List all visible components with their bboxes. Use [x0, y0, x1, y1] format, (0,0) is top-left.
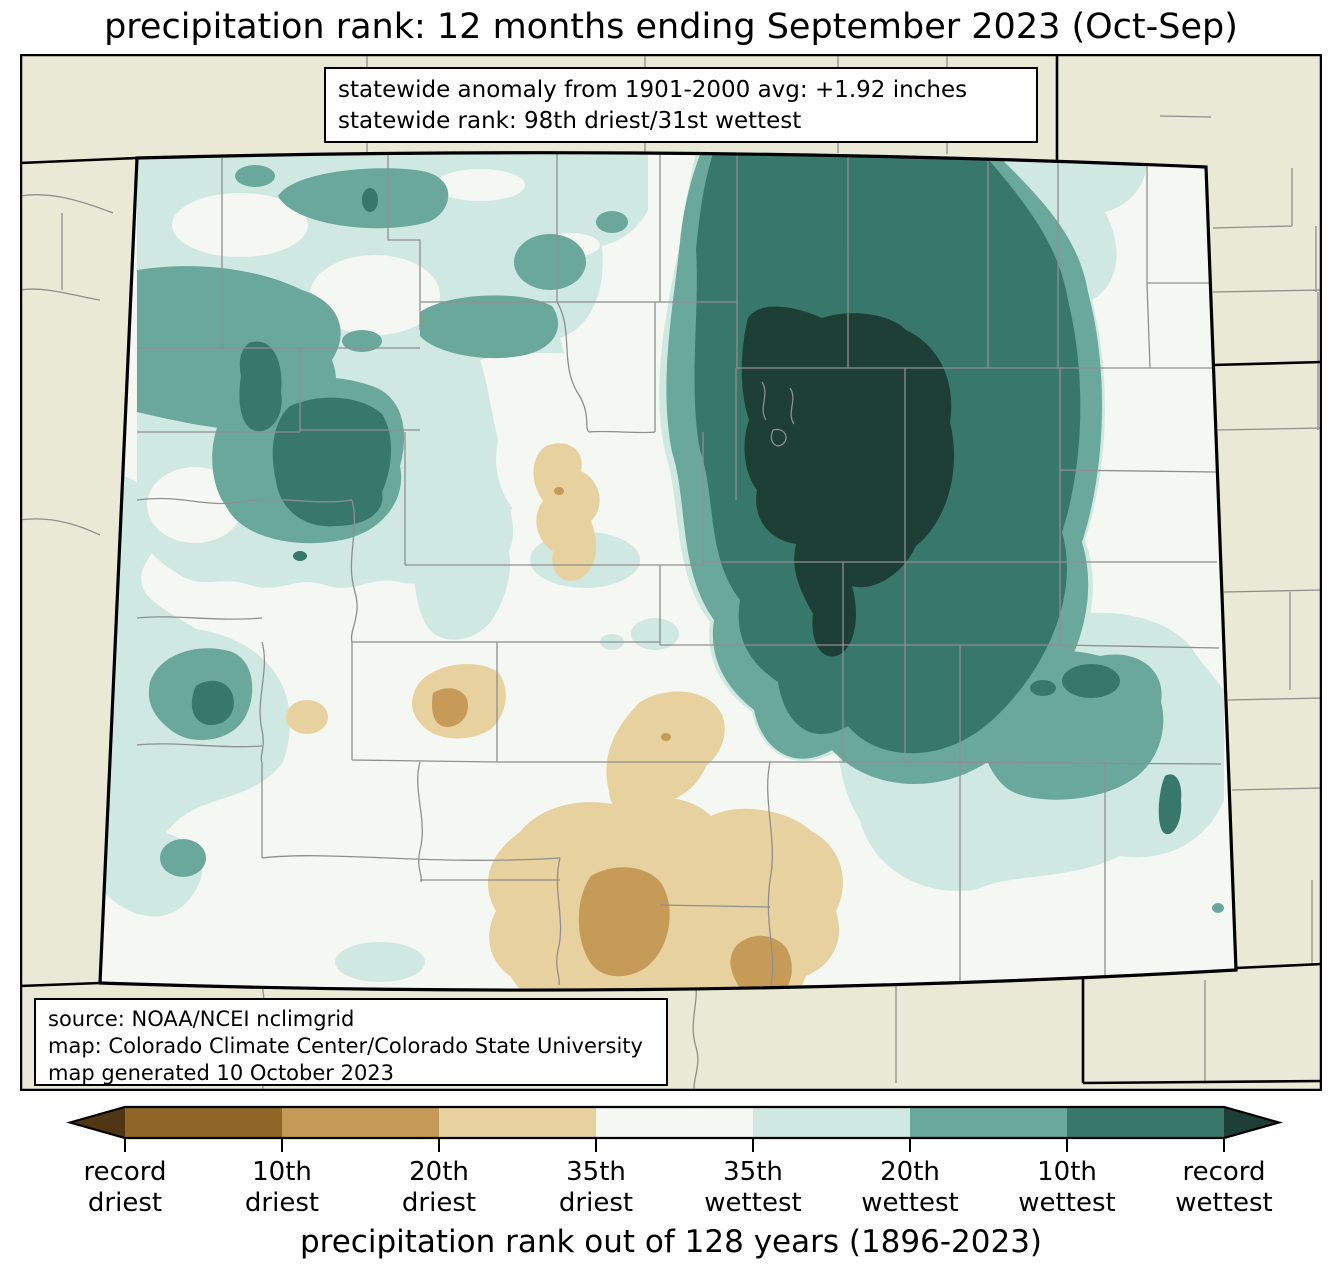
- colorbar-tick-label: 20th driest: [359, 1157, 519, 1219]
- dark-teal-east-border: [1158, 774, 1182, 835]
- teal-blob: [514, 234, 586, 290]
- brown-core-south-1: [578, 867, 670, 977]
- teal-speck: [1212, 903, 1224, 913]
- driest-20-regions: [431, 487, 792, 990]
- brown-core-south-2: [730, 935, 792, 990]
- dark-teal-core-southwest: [191, 680, 234, 726]
- tan-patch: [286, 700, 328, 734]
- credit-source: source: NOAA/NCEI nclimgrid: [48, 1007, 355, 1031]
- tick-label-line: driest: [87, 1188, 163, 1218]
- county-lines: [136, 152, 1222, 986]
- dark-teal-west-central: [272, 397, 392, 527]
- teal-blob-mid: [420, 295, 559, 359]
- brown-speck: [554, 487, 564, 495]
- teal-blob: [596, 211, 628, 233]
- colorbar-segment-neutral: [596, 1107, 753, 1138]
- mint-patch: [335, 942, 425, 982]
- colorbar-arrow-left: [70, 1107, 125, 1138]
- tick-label-line: wettest: [704, 1188, 802, 1218]
- tick-label-line: wettest: [1018, 1188, 1116, 1218]
- colorbar-segment-35th-wettest: [753, 1107, 910, 1138]
- colorbar-tick-label: 35th driest: [516, 1157, 676, 1219]
- tick-label-line: driest: [558, 1188, 634, 1218]
- brown-speck: [661, 733, 671, 741]
- dark-teal-core-southeast: [1062, 664, 1120, 698]
- colorbar-caption: precipitation rank out of 128 years (189…: [299, 1224, 1043, 1260]
- colorbar-segment-20th-wettest: [910, 1107, 1067, 1138]
- tick-label-line: 20th: [409, 1157, 469, 1187]
- anomaly-line: statewide anomaly from 1901-2000 avg: +1…: [338, 77, 968, 103]
- brown-core-west: [431, 688, 469, 728]
- neutral-hole: [310, 255, 440, 335]
- colorbar-tick-label: 20th wettest: [830, 1157, 990, 1219]
- credit-generated: map generated 10 October 2023: [48, 1061, 395, 1085]
- colorbar-segment-35th-driest: [439, 1107, 596, 1138]
- tick-label-line: 10th: [252, 1157, 312, 1187]
- tick-label-line: wettest: [861, 1188, 959, 1218]
- rank-line: statewide rank: 98th driest/31st wettest: [338, 108, 802, 134]
- colorado-state-border: [98, 151, 1238, 992]
- page-title: precipitation rank: 12 months ending Sep…: [104, 7, 1238, 47]
- tick-label-line: 10th: [1037, 1157, 1097, 1187]
- colorbar-tick-label: record driest: [45, 1157, 205, 1219]
- county-lines-north: [137, 152, 1214, 369]
- county-lines-west-squiggles: [136, 301, 774, 986]
- tick-label-line: 35th: [566, 1157, 626, 1187]
- colorbar-tick-label: 10th wettest: [987, 1157, 1147, 1219]
- dark-teal-core-west: [239, 341, 282, 432]
- colorbar-segment-20th-driest: [282, 1107, 439, 1138]
- tan-patch-center-arm: [606, 691, 725, 814]
- tick-label-line: 35th: [723, 1157, 783, 1187]
- neutral-hole: [172, 193, 308, 257]
- colorado-precipitation-map: [20, 54, 1322, 1091]
- tick-label-line: 20th: [880, 1157, 940, 1187]
- colorbar: [65, 1105, 1284, 1152]
- teal-blob: [235, 165, 275, 187]
- colorbar-tick-label: 35th wettest: [673, 1157, 833, 1219]
- tick-label-line: driest: [244, 1188, 320, 1218]
- colorbar-tick-label: record wettest: [1144, 1157, 1304, 1219]
- tick-label-line: record: [1182, 1157, 1266, 1187]
- dark-teal-speck: [362, 188, 378, 212]
- colorado-rank-regions: [100, 152, 1224, 990]
- tick-label-line: driest: [401, 1188, 477, 1218]
- tan-patch-central: [533, 443, 600, 581]
- county-lines-south: [261, 642, 1222, 985]
- credit-map: map: Colorado Climate Center/Colorado St…: [48, 1034, 643, 1058]
- teal-blob: [160, 839, 206, 877]
- mint-arm-central: [413, 519, 511, 640]
- county-lines-denver-squiggles: [761, 381, 795, 447]
- credit-box: source: NOAA/NCEI nclimgrid map: Colorad…: [34, 998, 668, 1086]
- tick-label-line: wettest: [1175, 1188, 1273, 1218]
- teal-blob: [342, 330, 382, 352]
- dark-teal-speck: [293, 551, 307, 561]
- neutral-hole: [435, 169, 525, 201]
- neighbor-state-borders: [20, 55, 1322, 1085]
- tick-label-line: record: [83, 1157, 167, 1187]
- colorbar-arrow-right: [1224, 1107, 1279, 1138]
- colorbar-tick-label: 10th driest: [202, 1157, 362, 1219]
- anomaly-box: statewide anomaly from 1901-2000 avg: +1…: [324, 67, 1038, 143]
- colorbar-segment-10th-driest: [125, 1107, 282, 1138]
- county-lines-central: [137, 302, 1220, 762]
- mint-small-patches: [335, 519, 767, 983]
- colorbar-segment-10th-wettest: [1067, 1107, 1224, 1138]
- record-wettest-core: [741, 306, 955, 657]
- colorbar-ticks: [124, 1138, 1225, 1152]
- dark-teal-speck: [1030, 680, 1056, 696]
- map-frame: [20, 54, 1322, 1091]
